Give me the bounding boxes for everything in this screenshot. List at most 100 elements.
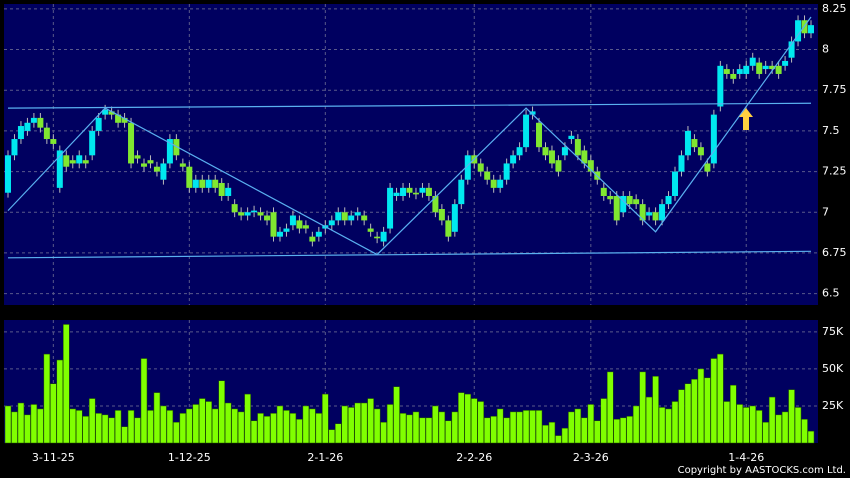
volume-bar — [237, 411, 245, 444]
volume-bar — [393, 386, 400, 444]
candle-body — [516, 147, 523, 156]
candle-body — [697, 147, 704, 156]
volume-bar — [652, 376, 659, 444]
candle-body — [43, 127, 50, 140]
candle-body — [568, 135, 575, 140]
volume-bar — [768, 396, 776, 444]
candle-body — [581, 150, 588, 164]
candle-body — [257, 212, 264, 216]
candle-body — [561, 147, 568, 156]
candle-body — [503, 163, 510, 180]
trendline — [7, 250, 812, 259]
candle-body — [309, 236, 316, 242]
volume-bar — [205, 401, 212, 444]
volume-bar — [516, 411, 523, 444]
volume-bar — [432, 405, 439, 444]
volume-bar — [399, 413, 407, 444]
x-tick-label: 1-12-25 — [168, 451, 211, 464]
volume-bar — [95, 413, 102, 444]
volume-bar — [24, 414, 31, 444]
candle-body — [620, 195, 627, 213]
volume-bar — [108, 417, 115, 444]
candle-body — [361, 215, 368, 221]
volume-bar — [309, 408, 316, 444]
volume-bar — [335, 423, 342, 444]
volume-bar — [555, 435, 562, 444]
volume-bar — [477, 401, 484, 444]
candle-body — [795, 20, 802, 42]
y-tick-label: 6.5 — [822, 287, 840, 300]
volume-bar — [697, 368, 705, 444]
candle-body — [613, 195, 620, 221]
candle-body — [335, 212, 342, 221]
volume-bar — [63, 324, 70, 444]
candle-body — [626, 195, 633, 205]
candle-body — [348, 215, 355, 221]
candle-body — [788, 41, 795, 58]
candle-body — [121, 117, 128, 123]
candle-body — [128, 122, 135, 164]
candle-body — [769, 65, 776, 70]
candle-body — [484, 171, 491, 180]
volume-bar — [302, 405, 310, 444]
volume-bar — [658, 407, 666, 444]
volume-bar — [645, 396, 653, 444]
volume-bar — [710, 358, 718, 444]
candle-body — [173, 139, 180, 156]
volume-bar — [613, 419, 620, 444]
arrow — [739, 108, 753, 130]
candle-body — [199, 179, 206, 188]
volume-bar — [173, 422, 180, 444]
candle-body — [354, 212, 361, 216]
candle-body — [704, 163, 711, 172]
candle-body — [315, 231, 322, 237]
volume-bar — [438, 411, 446, 444]
volume-bar — [30, 404, 38, 444]
candle-body — [406, 187, 413, 193]
volume-bar — [276, 405, 284, 444]
candle-body — [749, 57, 756, 66]
candle-body — [684, 130, 691, 156]
candle-body — [691, 139, 698, 148]
volume-bar — [542, 424, 549, 444]
candle-body — [477, 163, 484, 172]
candle-body — [387, 187, 394, 229]
volume-bar — [619, 417, 627, 444]
volume-bar — [211, 408, 219, 444]
candle-body — [108, 111, 115, 115]
candle-body — [30, 117, 37, 123]
volume-bar — [451, 411, 459, 444]
candle-body — [231, 204, 238, 213]
volume-bar — [755, 410, 763, 444]
volume-bar — [289, 413, 297, 444]
candle-body — [762, 65, 769, 70]
candle-body — [328, 220, 335, 226]
volume-bar — [678, 389, 685, 444]
volume-bar — [127, 410, 135, 444]
volume-bar — [471, 398, 478, 444]
volume-bar — [373, 408, 381, 444]
trendline — [7, 102, 812, 109]
candle-body — [536, 122, 543, 148]
x-tick-label: 1-4-26 — [728, 451, 764, 464]
candle-body — [555, 160, 562, 172]
x-tick-label: 2-3-26 — [573, 451, 609, 464]
volume-bar — [56, 359, 64, 444]
candle-body — [11, 139, 18, 156]
volume-bar — [88, 398, 96, 444]
volume-bar — [11, 411, 18, 444]
candle-body — [225, 187, 232, 196]
volume-bar — [464, 393, 472, 444]
volume-bar — [496, 408, 504, 444]
volume-bar — [723, 401, 731, 444]
marks — [4, 15, 815, 444]
volume-bar — [574, 408, 582, 444]
candle-body — [646, 212, 653, 216]
candle-body — [153, 166, 160, 172]
candle-body — [134, 155, 141, 159]
volume-bar — [244, 393, 251, 444]
candle-body — [400, 187, 407, 196]
y-tick-label: 8 — [822, 43, 829, 56]
copyright: Copyright by AASTOCKS.com Ltd. — [678, 465, 846, 476]
candle-body — [37, 117, 44, 128]
